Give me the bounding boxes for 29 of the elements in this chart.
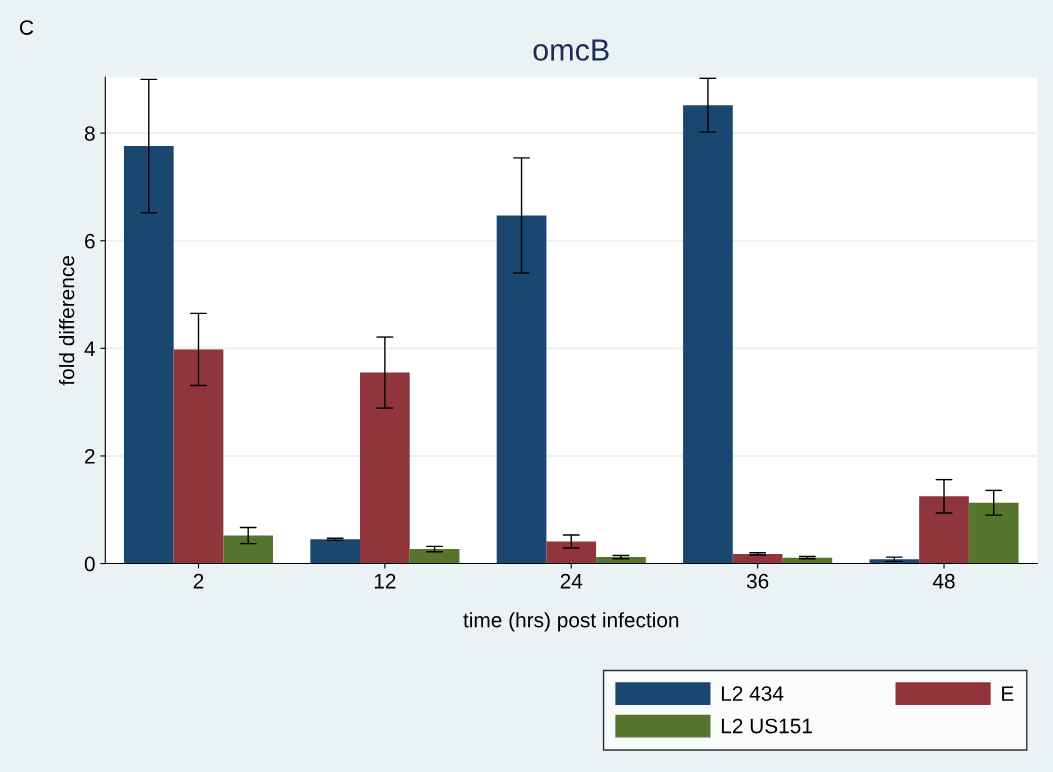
legend-label: L2 US151 — [721, 718, 812, 734]
bar — [360, 372, 410, 564]
x-axis-title: time (hrs) post infection — [463, 612, 679, 632]
x-tick-label: 24 — [560, 573, 583, 589]
y-tick-label: 6 — [85, 233, 95, 249]
bar — [310, 539, 361, 564]
x-tick-label: 36 — [746, 573, 769, 589]
y-axis-title: fold difference — [59, 256, 75, 386]
x-tick-label: 48 — [932, 573, 955, 589]
text: C — [20, 20, 34, 35]
bar — [919, 496, 969, 564]
bar — [968, 502, 1019, 564]
legend-label: L2 434 — [721, 686, 784, 701]
y-tick-label: 4 — [84, 341, 95, 356]
y-tick-label: 2 — [85, 448, 95, 464]
bar — [173, 349, 224, 564]
bar — [496, 215, 547, 564]
x-tick-label: 2 — [193, 573, 204, 589]
bar — [223, 535, 274, 564]
bar — [409, 549, 460, 564]
bar — [683, 105, 733, 564]
bar — [123, 146, 174, 564]
legend-label: E — [1002, 686, 1014, 701]
bar — [596, 557, 646, 564]
y-tick-label: 8 — [84, 126, 95, 141]
y-tick-label: 0 — [84, 556, 95, 572]
x-tick-label: 12 — [374, 573, 396, 589]
chart-title: omcB — [533, 39, 609, 61]
bar — [546, 541, 597, 564]
